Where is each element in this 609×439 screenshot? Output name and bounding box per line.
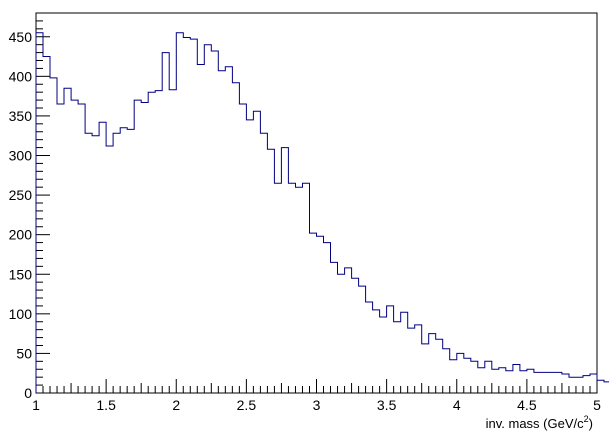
x-tick-label: 1.5 bbox=[96, 397, 116, 413]
plot-frame bbox=[35, 12, 598, 394]
x-tick-label: 4 bbox=[453, 397, 461, 413]
histogram-line bbox=[35, 32, 609, 393]
x-tick-label: 3 bbox=[313, 397, 321, 413]
y-tick-label: 400 bbox=[9, 68, 33, 84]
x-tick-label: 1 bbox=[32, 397, 40, 413]
x-tick-label: 3.5 bbox=[377, 397, 397, 413]
x-tick-label: 5 bbox=[593, 397, 601, 413]
x-tick-label: 4.5 bbox=[517, 397, 537, 413]
y-tick-label: 200 bbox=[9, 227, 33, 243]
y-axis-ticks: 0 50 100 150 200 250 300 350 400 450 bbox=[9, 12, 50, 401]
y-tick-label: 50 bbox=[16, 345, 32, 361]
y-tick-label: 100 bbox=[9, 306, 33, 322]
y-tick-label: 250 bbox=[9, 187, 33, 203]
y-tick-label: 350 bbox=[9, 108, 33, 124]
x-axis-title: inv. mass (GeV/c2) bbox=[486, 414, 593, 431]
x-tick-label: 2.5 bbox=[237, 397, 257, 413]
y-tick-label: 450 bbox=[9, 29, 33, 45]
y-tick-label: 300 bbox=[9, 148, 33, 164]
y-tick-label: 150 bbox=[9, 266, 33, 282]
x-axis-ticks: 1 1.5 2 2.5 3 3.5 4 4.5 5 bbox=[32, 379, 601, 413]
x-tick-label: 2 bbox=[172, 397, 180, 413]
y-tick-label: 0 bbox=[24, 385, 32, 401]
